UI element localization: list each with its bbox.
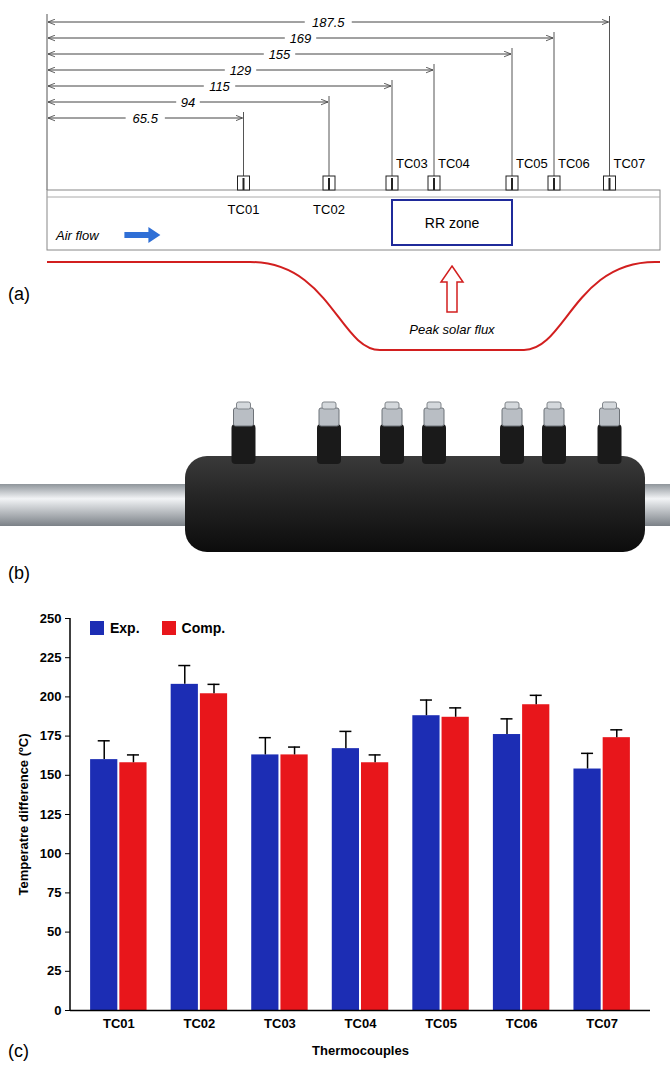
svg-text:TC06: TC06 (506, 1016, 538, 1031)
svg-text:TC01: TC01 (103, 1016, 135, 1031)
html-text:Exp.: Exp. (110, 620, 140, 636)
svg-text:(b): (b) (8, 563, 30, 583)
svg-text:75: 75 (47, 885, 61, 900)
html-text:(c): (c) (8, 1041, 29, 1061)
html-text:Comp.: Comp. (181, 620, 226, 636)
svg-text:TC04: TC04 (345, 1016, 378, 1031)
svg-text:TC02: TC02 (313, 202, 345, 217)
svg-text:TC02: TC02 (183, 1016, 215, 1031)
svg-text:200: 200 (40, 689, 62, 704)
svg-text:25: 25 (47, 963, 61, 978)
svg-text:TC06: TC06 (558, 156, 590, 171)
svg-text:TC05: TC05 (425, 1016, 457, 1031)
svg-text:RR zone: RR zone (425, 215, 480, 231)
svg-text:155: 155 (269, 47, 291, 62)
svg-text:TC04: TC04 (438, 156, 470, 171)
svg-text:250: 250 (40, 611, 62, 626)
svg-text:0: 0 (54, 1003, 61, 1018)
svg-text:50: 50 (47, 924, 61, 939)
svg-text:225: 225 (40, 650, 62, 665)
svg-text:TC07: TC07 (614, 156, 646, 171)
svg-text:TC03: TC03 (264, 1016, 296, 1031)
svg-text:115: 115 (209, 79, 230, 94)
svg-text:(a): (a) (8, 284, 30, 304)
svg-text:129: 129 (230, 63, 252, 78)
svg-text:Temperatre difference (ºC): Temperatre difference (ºC) (16, 734, 31, 896)
svg-text:TC07: TC07 (586, 1016, 618, 1031)
svg-text:94: 94 (181, 95, 195, 110)
svg-text:150: 150 (40, 767, 62, 782)
svg-text:TC05: TC05 (516, 156, 548, 171)
svg-text:TC03: TC03 (396, 156, 428, 171)
svg-text:Peak solar flux: Peak solar flux (409, 322, 495, 337)
svg-text:100: 100 (40, 846, 62, 861)
svg-text:187.5: 187.5 (312, 15, 345, 30)
svg-text:Air flow: Air flow (55, 228, 100, 243)
svg-text:175: 175 (40, 728, 62, 743)
svg-text:125: 125 (40, 807, 62, 822)
svg-text:65.5: 65.5 (133, 111, 159, 126)
svg-text:Thermocouples: Thermocouples (312, 1043, 409, 1058)
svg-text:169: 169 (290, 31, 312, 46)
svg-text:TC01: TC01 (228, 202, 260, 217)
